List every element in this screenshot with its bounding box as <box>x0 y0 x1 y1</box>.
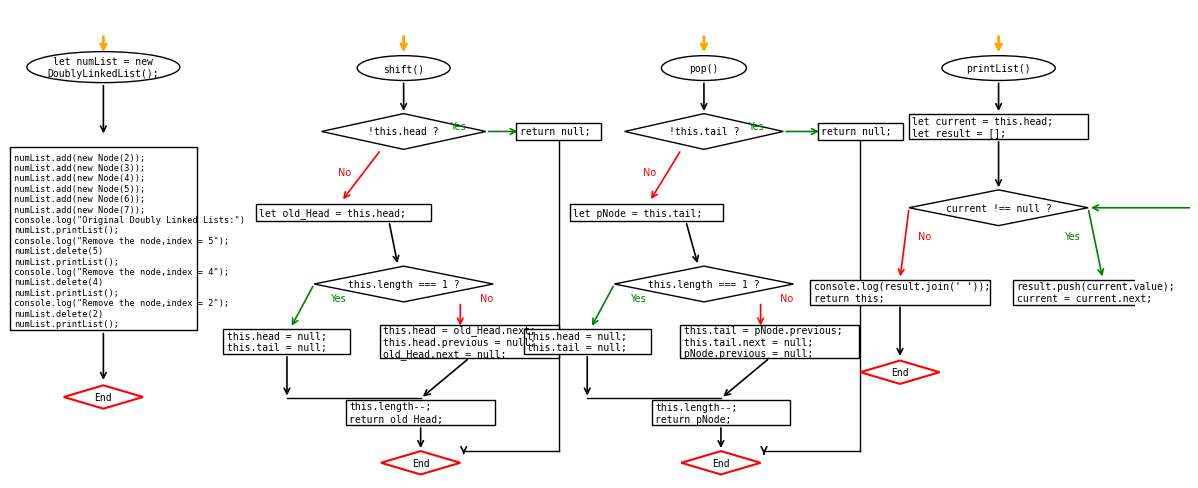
Polygon shape <box>63 386 143 409</box>
Text: pop(): pop() <box>689 64 719 74</box>
Text: let pNode = this.tail;: let pNode = this.tail; <box>573 208 702 218</box>
Text: shift(): shift() <box>383 64 424 74</box>
FancyBboxPatch shape <box>1014 280 1192 305</box>
FancyBboxPatch shape <box>652 401 789 425</box>
FancyBboxPatch shape <box>380 326 559 358</box>
Ellipse shape <box>942 57 1055 81</box>
Ellipse shape <box>26 53 180 83</box>
FancyBboxPatch shape <box>524 329 651 354</box>
Text: End: End <box>891 367 909 377</box>
Polygon shape <box>314 266 494 302</box>
Text: console.log(result.join(' '));
return this;: console.log(result.join(' ')); return th… <box>813 282 990 304</box>
Polygon shape <box>682 451 761 474</box>
Polygon shape <box>860 361 939 384</box>
FancyBboxPatch shape <box>224 329 350 354</box>
Text: this.length === 1 ?: this.length === 1 ? <box>347 280 460 289</box>
Text: Yes: Yes <box>450 122 466 132</box>
Text: let old_Head = this.head;: let old_Head = this.head; <box>259 207 406 219</box>
Text: End: End <box>95 392 113 402</box>
Text: return null;: return null; <box>520 127 591 137</box>
Text: this.head = old_Head.next;
this.head.previous = null;
old_Head.next = null;: this.head = old_Head.next; this.head.pre… <box>383 325 536 360</box>
Text: Yes: Yes <box>1064 232 1081 242</box>
Polygon shape <box>321 114 486 150</box>
Polygon shape <box>909 190 1088 226</box>
Text: No: No <box>780 294 793 304</box>
Text: End: End <box>712 458 730 468</box>
FancyBboxPatch shape <box>680 326 859 358</box>
Text: No: No <box>479 294 494 304</box>
Text: return null;: return null; <box>821 127 891 137</box>
Text: No: No <box>643 168 657 178</box>
Text: result.push(current.value);
current = current.next;: result.push(current.value); current = cu… <box>1017 282 1175 304</box>
Polygon shape <box>615 266 793 302</box>
Polygon shape <box>624 114 783 150</box>
Text: this.tail = pNode.previous;
this.tail.next = null;
pNode.previous = null;: this.tail = pNode.previous; this.tail.ne… <box>684 325 842 359</box>
Text: this.length === 1 ?: this.length === 1 ? <box>648 280 760 289</box>
Text: Yes: Yes <box>331 294 346 304</box>
Text: current !== null ?: current !== null ? <box>945 203 1052 213</box>
Text: numList.add(new Node(2));
numList.add(new Node(3));
numList.add(new Node(4));
nu: numList.add(new Node(2)); numList.add(ne… <box>14 153 246 328</box>
Text: this.head = null;
this.tail = null;: this.head = null; this.tail = null; <box>527 331 627 353</box>
Text: this.length--;
return old_Head;: this.length--; return old_Head; <box>350 402 443 424</box>
Text: printList(): printList() <box>967 64 1030 74</box>
Ellipse shape <box>661 57 746 81</box>
FancyBboxPatch shape <box>256 204 431 222</box>
FancyBboxPatch shape <box>346 401 496 425</box>
Text: !this.head ?: !this.head ? <box>369 127 438 137</box>
Ellipse shape <box>357 57 450 81</box>
Text: End: End <box>412 458 429 468</box>
Polygon shape <box>381 451 460 474</box>
Text: !this.tail ?: !this.tail ? <box>668 127 739 137</box>
Text: this.head = null;
this.tail = null;: this.head = null; this.tail = null; <box>226 331 327 353</box>
Text: Yes: Yes <box>630 294 646 304</box>
Text: No: No <box>338 168 351 178</box>
Text: let current = this.head;
let result = [];: let current = this.head; let result = []… <box>913 117 1053 138</box>
Text: let numList = new
DoublyLinkedList();: let numList = new DoublyLinkedList(); <box>48 57 159 79</box>
Text: No: No <box>919 232 932 242</box>
FancyBboxPatch shape <box>811 280 990 305</box>
FancyBboxPatch shape <box>570 204 722 222</box>
FancyBboxPatch shape <box>909 115 1088 140</box>
Text: this.length--;
return pNode;: this.length--; return pNode; <box>655 402 738 424</box>
FancyBboxPatch shape <box>10 148 196 331</box>
Text: Yes: Yes <box>749 122 764 132</box>
FancyBboxPatch shape <box>818 123 903 141</box>
FancyBboxPatch shape <box>516 123 601 141</box>
